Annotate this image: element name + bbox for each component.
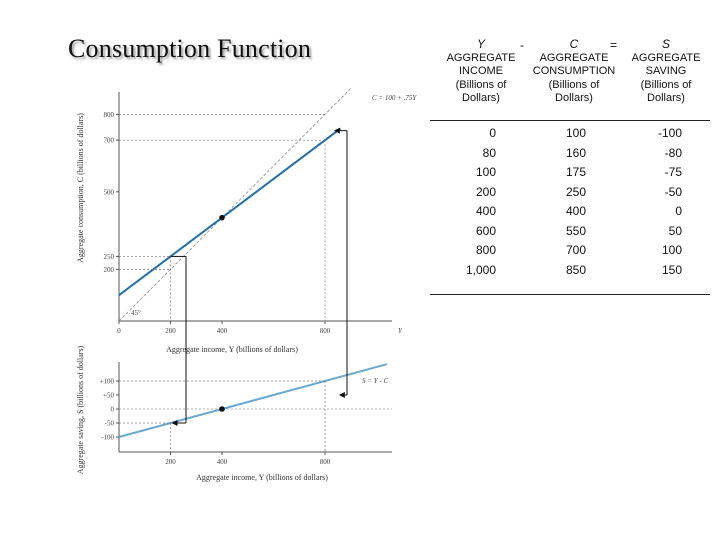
header-consumption-line1: AGGREGATE	[539, 51, 609, 64]
table-cell: 800	[475, 243, 496, 257]
table-cell: 100	[661, 243, 682, 257]
header-consumption-line2: CONSUMPTION	[532, 65, 616, 77]
table-cell: 250	[565, 184, 586, 199]
table-cell: 550	[565, 223, 586, 238]
breakeven-point-top	[219, 214, 225, 221]
top-y-tick-label: 500	[104, 188, 115, 196]
header-consumption-symbol: C	[569, 37, 579, 51]
table-bottom-rule	[430, 294, 710, 295]
bottom-x-tick-label: 200	[165, 458, 176, 466]
header-saving-line2: SAVING	[645, 65, 687, 77]
header-saving-symbol: S	[661, 37, 670, 51]
column-income: 0 80 100 200 400 600 800 1,000	[440, 124, 496, 280]
diagonal-45-line	[118, 88, 352, 322]
table-cell: -80	[664, 145, 682, 160]
top-y-tick-label: 250	[104, 253, 115, 261]
header-consumption: C AGGREGATE CONSUMPTION (Billions of Dol…	[524, 37, 624, 106]
table-cell: 700	[565, 243, 586, 257]
top-x-axis-label: Aggregate income, Y (billions of dollars…	[166, 345, 298, 354]
consumption-line-label: C = 100 + .75Y	[372, 94, 417, 102]
top-x-end-label: Y	[398, 327, 403, 335]
top-x-tick-label: 200	[165, 327, 176, 335]
table-cell: 0	[489, 126, 496, 140]
table-cell: 80	[482, 145, 496, 160]
top-y-tick-label: 700	[104, 137, 115, 145]
header-income-line4: Dollars)	[462, 92, 500, 104]
slide-title: Consumption Function	[68, 34, 312, 63]
breakeven-point-bottom	[219, 406, 225, 412]
header-consumption-line3: (Billions of	[548, 78, 600, 91]
table-cell: 100	[565, 126, 586, 140]
table-cell: 1,000	[465, 262, 496, 277]
table-cell: 100	[475, 165, 496, 179]
bottom-x-axis-label: Aggregate income, Y (billions of dollars…	[196, 473, 328, 482]
bottom-x-tick-label: 800	[320, 458, 331, 466]
bottom-y-tick-label: -50	[105, 420, 115, 428]
saving-line	[118, 363, 388, 438]
header-saving-line1: AGGREGATE	[631, 51, 701, 64]
top-y-axis-label: Aggregate consumption, C (billions of do…	[76, 113, 85, 263]
top-y-tick-label: 200	[104, 266, 115, 274]
saving-line-label: S = Y - C	[362, 377, 388, 385]
consumption-line	[118, 127, 342, 296]
arrowhead-right-bottom	[338, 392, 345, 398]
table-cell: 160	[565, 145, 586, 160]
operator-equals: =	[610, 38, 618, 52]
bottom-y-tick-label: +100	[100, 378, 115, 386]
top-x-tick-label: 800	[320, 327, 331, 335]
header-income-symbol: Y	[476, 37, 485, 51]
arrowhead-left	[171, 420, 178, 426]
table-cell: 850	[565, 262, 586, 277]
bottom-x-tick-label: 400	[217, 458, 228, 466]
top-x-tick-label: 400	[217, 327, 228, 335]
header-income-line3: (Billions of	[455, 78, 507, 91]
header-saving-line3: (Billions of	[640, 78, 692, 91]
header-income-line2: INCOME	[459, 65, 503, 77]
bottom-y-tick-label: -100	[101, 434, 114, 442]
table-cell: 175	[565, 165, 586, 179]
table-cell: 200	[475, 184, 496, 199]
bottom-y-tick-label: +50	[103, 392, 114, 400]
table-cell: -100	[657, 126, 682, 140]
table-cell: 400	[565, 204, 586, 218]
header-income-line1: AGGREGATE	[446, 51, 516, 64]
table-cell: 0	[675, 204, 682, 218]
column-saving: -100 -80 -75 -50 0 50 100 150	[626, 124, 682, 280]
header-income: Y AGGREGATE INCOME (Billions of Dollars)	[438, 37, 524, 106]
top-x-tick-label: 0	[117, 327, 121, 335]
bottom-y-tick-label: 0	[111, 406, 115, 414]
table-cell: 150	[661, 262, 682, 277]
column-consumption: 100 160 175 250 400 550 700 850	[530, 124, 586, 280]
table-cell: 50	[668, 223, 682, 238]
arrowhead-right-top	[333, 127, 340, 134]
table-cell: 600	[475, 223, 496, 238]
table-cell: 400	[475, 204, 496, 218]
table-cell: -50	[664, 184, 682, 199]
angle-label: 45°	[131, 309, 141, 317]
header-saving-line4: Dollars)	[647, 92, 685, 104]
table-cell: -75	[664, 165, 682, 179]
header-consumption-line4: Dollars)	[555, 92, 593, 104]
table-top-rule	[430, 120, 710, 121]
bottom-y-axis-label: Aggregate saving, S (billions of dollars…	[76, 345, 85, 474]
top-y-tick-label: 800	[104, 111, 115, 119]
operator-minus: -	[520, 38, 524, 52]
header-saving: S AGGREGATE SAVING (Billions of Dollars)	[620, 37, 712, 106]
